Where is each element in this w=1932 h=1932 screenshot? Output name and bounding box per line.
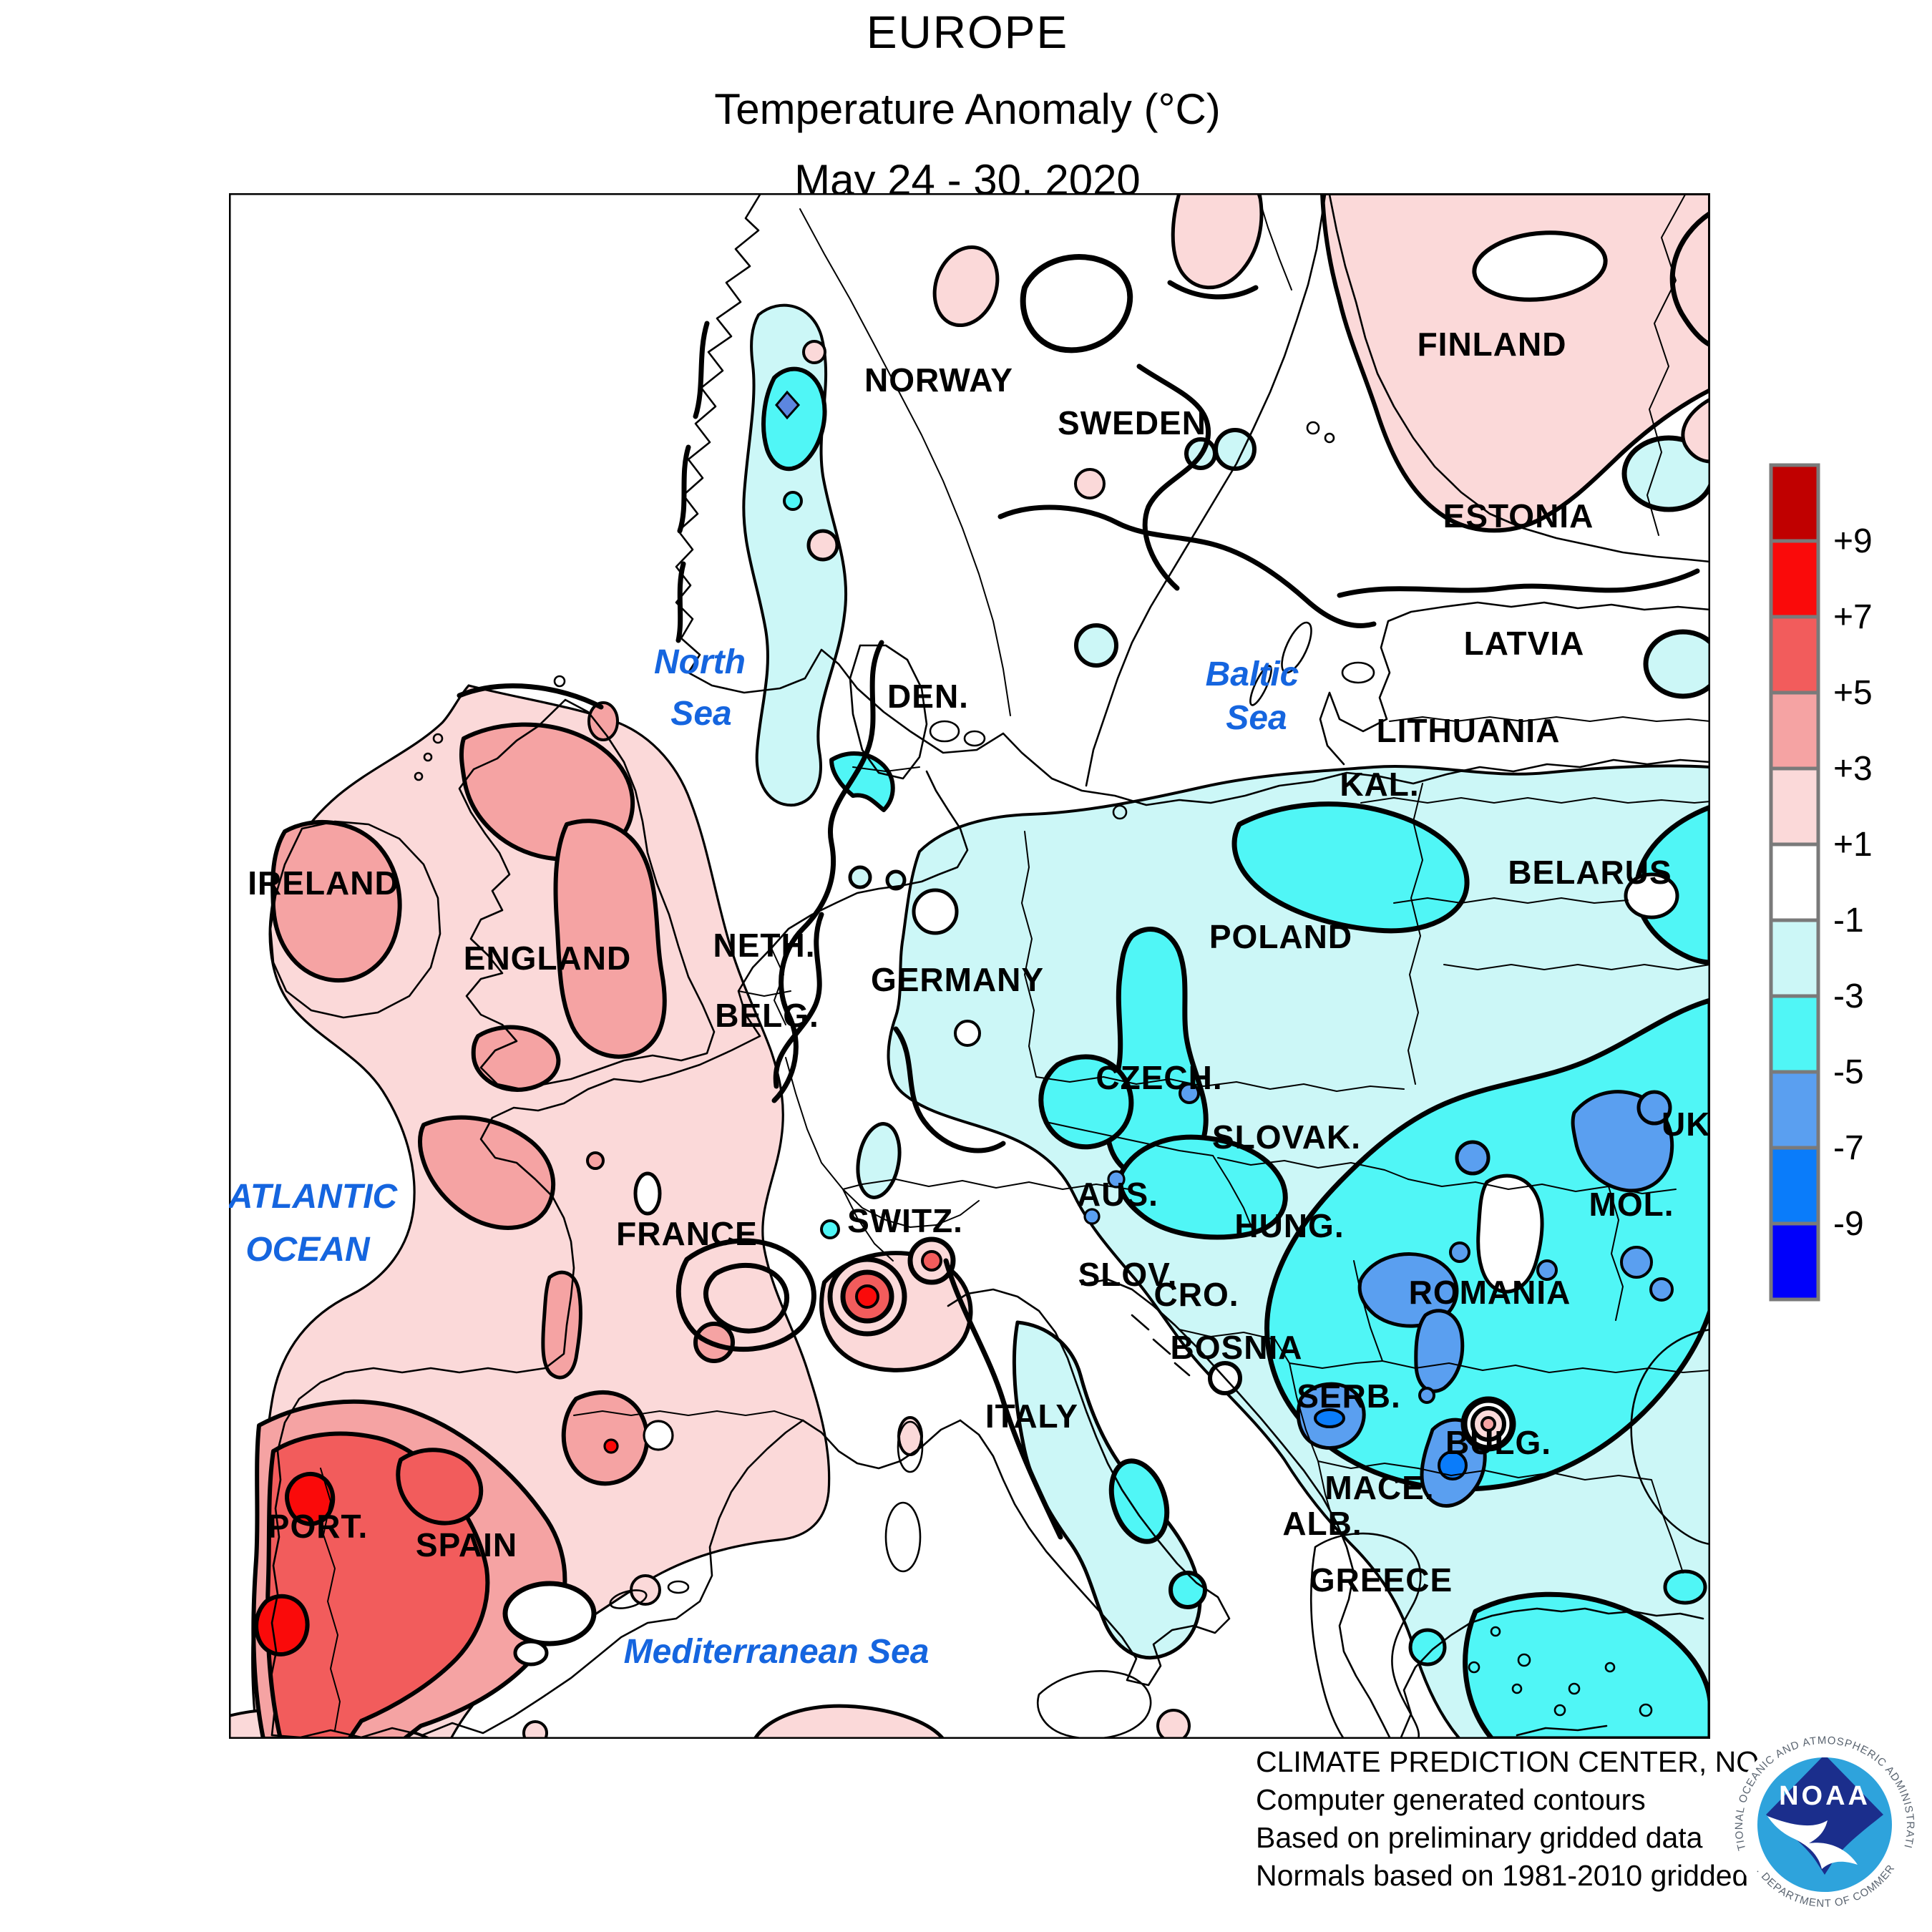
color-legend: +9 +7 +5 +3 +1 -1 -3 -5 -7 -9 bbox=[1769, 463, 1873, 1302]
label-austria: AUS. bbox=[1077, 1176, 1158, 1213]
label-atlantic-1: ATLANTIC bbox=[229, 1178, 399, 1216]
legend-value-p3: +3 bbox=[1833, 750, 1873, 788]
label-norway: NORWAY bbox=[864, 361, 1013, 399]
label-england: ENGLAND bbox=[464, 940, 631, 977]
title-block: EUROPE Temperature Anomaly (°C) May 24 -… bbox=[431, 0, 1504, 205]
legend-value-m9: -9 bbox=[1833, 1205, 1864, 1243]
label-mediterranean: Mediterranean Sea bbox=[624, 1633, 930, 1671]
label-switzerland: SWITZ. bbox=[847, 1202, 963, 1239]
label-romania: ROMANIA bbox=[1409, 1274, 1571, 1311]
credit-line-4: Normals based on 1981-2010 gridded data bbox=[1256, 1859, 1814, 1892]
label-belgium: BELG. bbox=[715, 997, 819, 1034]
label-estonia: ESTONIA bbox=[1443, 497, 1594, 535]
legend-box-3 bbox=[1769, 691, 1820, 771]
legend-box-1 bbox=[1769, 539, 1820, 619]
credit-line-3: Based on preliminary gridded data bbox=[1256, 1821, 1703, 1854]
coastlines bbox=[269, 193, 1710, 1739]
legend-box-9 bbox=[1769, 1146, 1820, 1226]
label-netherlands: NETH. bbox=[713, 927, 816, 964]
logo-monogram: NOAA bbox=[1779, 1781, 1870, 1811]
label-north-sea-2: Sea bbox=[670, 695, 731, 733]
label-slovakia: SLOVAK. bbox=[1212, 1118, 1361, 1156]
label-ireland: IRELAND bbox=[248, 864, 399, 902]
label-denmark: DEN. bbox=[887, 678, 969, 715]
legend-value-m7: -7 bbox=[1833, 1129, 1864, 1167]
alps-warm-feature bbox=[819, 1236, 973, 1372]
legend-box-7 bbox=[1769, 994, 1820, 1074]
page-title: EUROPE bbox=[866, 6, 1069, 58]
credits-block: CLIMATE PREDICTION CENTER, NOAA Computer… bbox=[1256, 1743, 1814, 1895]
norway-cold-spot bbox=[775, 390, 801, 420]
legend-value-m3: -3 bbox=[1833, 977, 1864, 1015]
country-borders bbox=[320, 194, 1710, 1731]
legend-value-p9: +9 bbox=[1833, 522, 1873, 560]
bulgaria-warm-spot bbox=[1460, 1396, 1516, 1452]
credit-line-1: CLIMATE PREDICTION CENTER, NOAA bbox=[1256, 1745, 1798, 1778]
label-sweden: SWEDEN bbox=[1058, 404, 1206, 441]
legend-value-p7: +7 bbox=[1833, 598, 1873, 636]
map-frame bbox=[229, 193, 1710, 1739]
label-germany: GERMANY bbox=[871, 961, 1044, 998]
legend-value-m5: -5 bbox=[1833, 1053, 1864, 1091]
label-lithuania: LITHUANIA bbox=[1377, 712, 1561, 749]
label-albania: ALB. bbox=[1282, 1505, 1362, 1542]
cold-field-deep bbox=[775, 390, 1674, 1508]
page-subtitle: Temperature Anomaly (°C) bbox=[714, 85, 1221, 133]
label-finland: FINLAND bbox=[1418, 326, 1567, 363]
legend-value-p1: +1 bbox=[1833, 826, 1873, 864]
label-poland: POLAND bbox=[1209, 918, 1352, 955]
label-serbia: SERB. bbox=[1297, 1377, 1401, 1415]
label-baltic-1: Baltic bbox=[1206, 655, 1299, 693]
label-spain: SPAIN bbox=[416, 1526, 517, 1563]
label-italy: ITALY bbox=[985, 1397, 1078, 1435]
label-atlantic-2: OCEAN bbox=[245, 1231, 371, 1269]
label-hungary: HUNG. bbox=[1234, 1207, 1344, 1244]
label-kaliningrad: KAL. bbox=[1340, 766, 1419, 803]
white-overlays bbox=[502, 230, 1710, 1739]
label-latvia: LATVIA bbox=[1464, 625, 1585, 662]
label-france: FRANCE bbox=[616, 1215, 758, 1252]
legend-boxes bbox=[1769, 463, 1820, 1302]
legend-value-m1: -1 bbox=[1833, 902, 1864, 940]
logo-dark-diamond bbox=[1766, 1757, 1883, 1875]
legend-box-10 bbox=[1769, 1221, 1820, 1302]
legend-box-0 bbox=[1769, 463, 1820, 543]
legend-box-8 bbox=[1769, 1070, 1820, 1150]
label-macedonia: MACE. bbox=[1324, 1469, 1434, 1506]
label-czech: CZECH. bbox=[1096, 1059, 1222, 1096]
legend-labels: +9 +7 +5 +3 +1 -1 -3 -5 -7 -9 bbox=[1833, 522, 1873, 1243]
legend-box-5 bbox=[1769, 842, 1820, 922]
legend-box-2 bbox=[1769, 615, 1820, 695]
label-greece: GREECE bbox=[1309, 1561, 1453, 1599]
europe-anomaly-map: FINLAND NORWAY SWEDEN ESTONIA LATVIA LIT… bbox=[229, 193, 1710, 1739]
legend-box-4 bbox=[1769, 766, 1820, 847]
label-portugal: PORT. bbox=[268, 1508, 368, 1545]
label-ukraine: UKR. bbox=[1662, 1106, 1710, 1143]
label-north-sea-1: North bbox=[654, 643, 746, 681]
credit-line-2: Computer generated contours bbox=[1256, 1783, 1646, 1816]
label-slovenia: SLOV. bbox=[1078, 1256, 1178, 1293]
sea-labels: North Sea Baltic Sea ATLANTIC OCEAN Medi… bbox=[229, 643, 1299, 1671]
warm-field-hot-spots bbox=[254, 1438, 619, 1657]
legend-value-p5: +5 bbox=[1833, 674, 1873, 712]
label-baltic-2: Sea bbox=[1226, 699, 1287, 737]
noaa-logo: NOAA NATIONAL OCEANIC AND ATMOSPHERIC AD… bbox=[1731, 1731, 1918, 1918]
country-labels: FINLAND NORWAY SWEDEN ESTONIA LATVIA LIT… bbox=[248, 326, 1710, 1599]
label-belarus: BELARUS bbox=[1508, 854, 1672, 891]
label-bosnia: BOSNIA bbox=[1171, 1329, 1303, 1366]
contour-lines bbox=[457, 210, 1710, 1540]
legend-box-6 bbox=[1769, 918, 1820, 998]
seagull-icon bbox=[1767, 1816, 1858, 1869]
label-bulgaria: BULG. bbox=[1445, 1424, 1551, 1461]
label-croatia: CRO. bbox=[1154, 1276, 1239, 1313]
label-moldova: MOL. bbox=[1589, 1186, 1674, 1223]
